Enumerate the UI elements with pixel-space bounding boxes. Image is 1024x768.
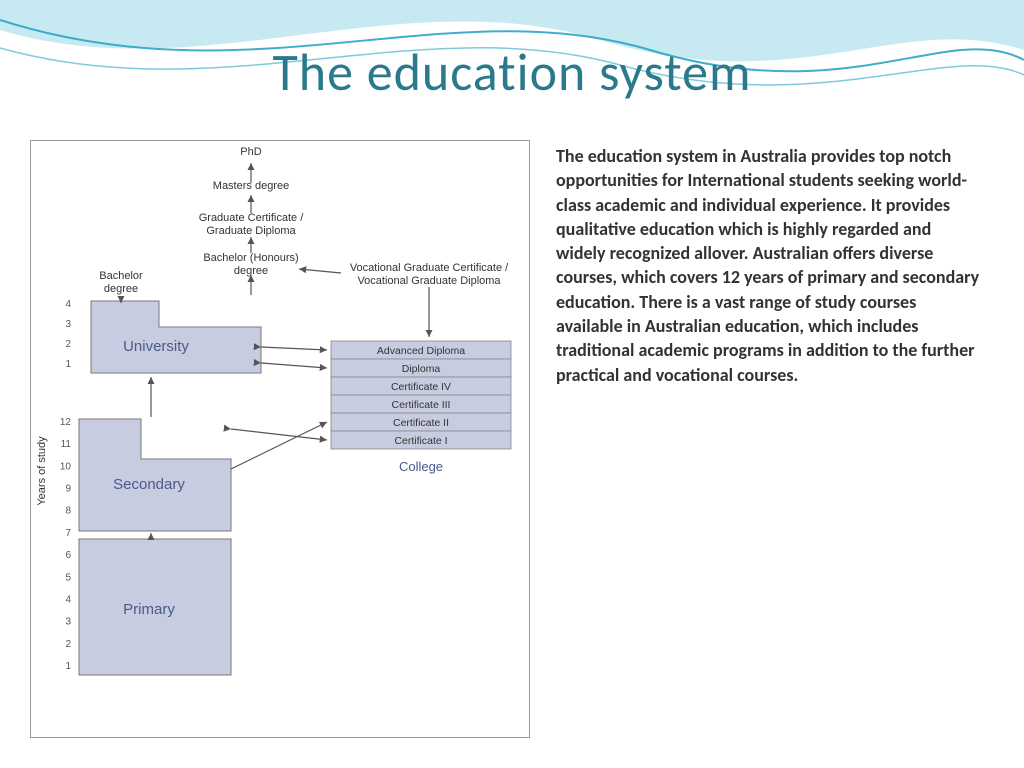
college-row-label-3: Certificate III	[392, 399, 451, 411]
year-lower-4: 4	[65, 594, 71, 605]
arrow-uni-advdip	[261, 347, 327, 350]
college-row-label-2: Certificate IV	[391, 381, 451, 393]
year-lower-12: 12	[60, 417, 72, 428]
year-upper-3: 3	[65, 319, 71, 330]
honours-label-1: Bachelor (Honours)	[203, 252, 298, 264]
year-lower-2: 2	[65, 639, 71, 650]
content-row: Years of study 1234123456789101112Univer…	[30, 140, 994, 738]
voc-grad-label-2: Vocational Graduate Diploma	[357, 275, 501, 287]
college-row-label-0: Advanced Diploma	[377, 345, 465, 357]
slide-title: The education system	[0, 40, 1024, 104]
year-upper-1: 1	[65, 359, 71, 370]
bachelor-label-1: Bachelor	[99, 270, 143, 282]
year-lower-3: 3	[65, 617, 71, 628]
bachelor-label-2: degree	[104, 283, 138, 295]
year-lower-5: 5	[65, 572, 71, 583]
primary-label: Primary	[123, 601, 175, 618]
gradcert-label-2: Graduate Diploma	[206, 225, 296, 237]
education-diagram: Years of study 1234123456789101112Univer…	[30, 140, 530, 738]
arrow-uni-dip	[261, 363, 327, 368]
phd-label: PhD	[240, 146, 261, 158]
voc-grad-label-1: Vocational Graduate Certificate /	[350, 262, 509, 274]
college-row-label-5: Certificate I	[394, 435, 447, 447]
axis-title: Years of study	[36, 436, 48, 506]
university-label: University	[123, 338, 189, 355]
arrow-sec-cert2	[231, 422, 327, 469]
college-row-label-4: Certificate II	[393, 417, 449, 429]
year-lower-9: 9	[65, 484, 71, 495]
arrow-voc-hon	[299, 269, 341, 273]
arrow-sec-cert1	[231, 429, 327, 440]
year-upper-4: 4	[65, 299, 71, 310]
year-lower-10: 10	[60, 461, 72, 472]
secondary-block	[79, 419, 231, 531]
college-label: College	[399, 459, 443, 474]
year-lower-8: 8	[65, 506, 71, 517]
year-lower-11: 11	[61, 439, 72, 450]
secondary-label: Secondary	[113, 476, 185, 493]
college-row-label-1: Diploma	[402, 363, 441, 375]
year-lower-7: 7	[65, 528, 71, 539]
body-paragraph: The education system in Australia provid…	[550, 140, 994, 738]
university-block	[91, 301, 261, 373]
year-lower-1: 1	[65, 661, 71, 672]
year-upper-2: 2	[65, 339, 71, 350]
gradcert-label-1: Graduate Certificate /	[199, 212, 304, 224]
year-lower-6: 6	[65, 550, 71, 561]
